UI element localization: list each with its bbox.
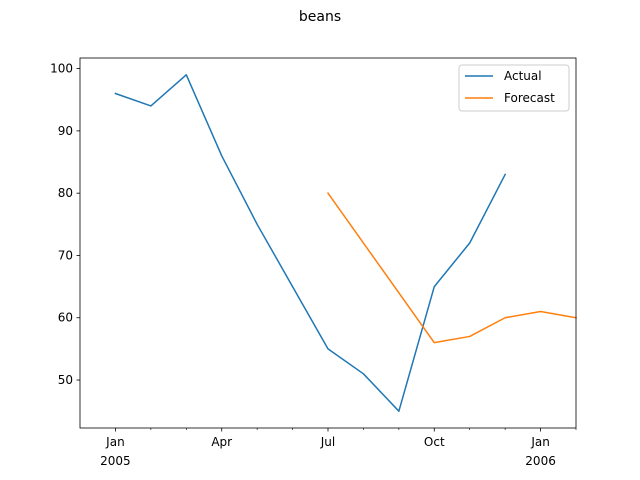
x-tick-label: Jan	[530, 435, 550, 449]
x-tick-year-label: 2006	[525, 454, 556, 468]
x-tick-label: Jul	[320, 435, 335, 449]
x-axis: Jan 2005 Apr Jul Oct Jan 2006	[100, 428, 577, 468]
series-line-forecast	[326, 192, 577, 344]
x-tick-label: Oct	[424, 435, 445, 449]
y-tick-label: 80	[58, 186, 73, 200]
y-tick-label: 50	[58, 373, 73, 387]
plot-area	[114, 74, 577, 412]
legend-label-actual: Actual	[504, 69, 542, 83]
x-tick-label: Jan	[105, 435, 125, 449]
legend-label-forecast: Forecast	[504, 91, 555, 105]
y-tick-label: 60	[58, 311, 73, 325]
x-tick-year-label: 2005	[100, 454, 131, 468]
y-tick-label: 90	[58, 124, 73, 138]
chart-title: beans	[299, 9, 341, 25]
legend: Actual Forecast	[458, 64, 570, 112]
x-tick-label: Apr	[211, 435, 232, 449]
y-tick-label: 70	[58, 248, 73, 262]
y-axis: 50 60 70 80 90 100	[50, 62, 80, 387]
y-tick-label: 100	[50, 62, 73, 76]
series-line-actual	[114, 74, 507, 412]
